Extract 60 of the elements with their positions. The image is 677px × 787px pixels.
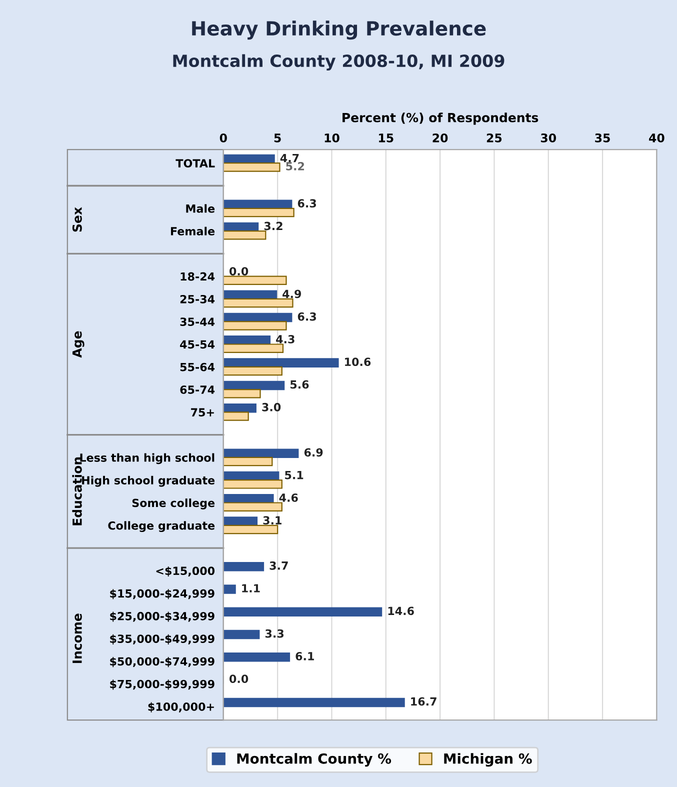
text: Age bbox=[72, 331, 84, 358]
x-axis-title: Percent (%) of Respondents bbox=[342, 112, 538, 125]
y-tick-label: Male bbox=[186, 204, 215, 213]
data-label: 6.3 bbox=[298, 199, 316, 208]
data-label: 10.6 bbox=[345, 358, 371, 366]
data-label: 5.6 bbox=[290, 380, 309, 389]
x-tick-label: 15 bbox=[379, 134, 394, 142]
data-label: 5.2 bbox=[286, 162, 304, 170]
data-label: 0.0 bbox=[229, 674, 248, 684]
text: Sex bbox=[72, 207, 82, 232]
x-tick-label: 25 bbox=[486, 133, 502, 142]
chart-subtitle: Montcalm County 2008-10, MI 2009 bbox=[173, 54, 504, 70]
y-tick-label: $35,000-$49,999 bbox=[110, 634, 214, 644]
data-label: 1.1 bbox=[242, 584, 260, 592]
data-label: 4.7 bbox=[280, 154, 299, 162]
x-tick-label: 20 bbox=[432, 133, 448, 142]
data-label: 3.1 bbox=[263, 516, 282, 525]
y-tick-label: 25-34 bbox=[180, 294, 215, 304]
text: Education bbox=[72, 457, 82, 526]
data-label: 4.6 bbox=[279, 493, 298, 502]
y-tick-label: $15,000-$24,999 bbox=[110, 589, 214, 600]
y-tick-label: 18-24 bbox=[180, 272, 215, 281]
data-label: 6.9 bbox=[304, 448, 323, 457]
y-tick-label: 35-44 bbox=[180, 318, 215, 326]
legend-label: Michigan % bbox=[444, 753, 532, 767]
y-tick-label: $25,000-$34,999 bbox=[110, 612, 214, 622]
data-label: 4.9 bbox=[282, 290, 302, 298]
data-label: 14.6 bbox=[388, 606, 414, 616]
legend-label: Montcalm County % bbox=[237, 753, 392, 767]
y-tick-label: $50,000-$74,999 bbox=[110, 657, 214, 668]
data-label: 3.2 bbox=[264, 222, 282, 230]
y-tick-label: College graduate bbox=[108, 521, 215, 532]
x-tick-label: 10 bbox=[324, 133, 340, 142]
x-tick-label: 35 bbox=[595, 133, 610, 142]
data-label: 16.7 bbox=[411, 697, 436, 706]
y-tick-label: 45-54 bbox=[180, 340, 215, 349]
y-tick-label: Some college bbox=[132, 498, 215, 510]
data-label: 4.3 bbox=[276, 334, 294, 344]
data-label: 3.7 bbox=[270, 561, 288, 570]
y-tick-label: 55-64 bbox=[180, 362, 215, 372]
x-tick-label: 30 bbox=[540, 133, 556, 142]
y-tick-label: Female bbox=[170, 226, 215, 236]
y-tick-label: 65-74 bbox=[180, 386, 215, 394]
data-label: 0.0 bbox=[229, 267, 248, 276]
text: Income bbox=[72, 614, 82, 663]
y-tick-label: $100,000+ bbox=[148, 702, 214, 712]
y-tick-label: TOTAL bbox=[176, 159, 215, 168]
x-tick-label: 5 bbox=[274, 134, 281, 142]
y-tick-label: <$15,000 bbox=[156, 566, 215, 577]
data-label: 3.0 bbox=[262, 402, 281, 412]
y-tick-label: High school graduate bbox=[82, 476, 215, 487]
data-label: 6.1 bbox=[296, 652, 314, 660]
chart-title: Heavy Drinking Prevalence bbox=[192, 20, 486, 40]
y-tick-label: $75,000-$99,999 bbox=[110, 680, 214, 690]
x-tick-label: 40 bbox=[649, 133, 664, 142]
data-label: 5.1 bbox=[285, 470, 304, 480]
data-label: 3.3 bbox=[265, 629, 284, 638]
y-tick-label: 75+ bbox=[191, 408, 214, 417]
x-tick-label: 0 bbox=[220, 133, 227, 142]
data-label: 6.3 bbox=[298, 312, 316, 321]
